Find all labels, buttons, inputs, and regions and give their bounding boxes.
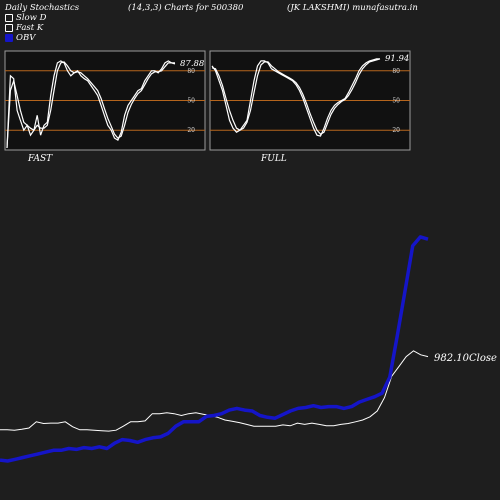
legend-item-obv: OBV bbox=[5, 33, 46, 43]
series-line-fast-fast-k bbox=[6, 60, 176, 149]
legend: Slow D Fast K OBV bbox=[5, 13, 46, 43]
series-line-obv bbox=[0, 235, 429, 463]
y-tick-fast-20: 20 bbox=[187, 127, 195, 134]
legend-swatch-obv bbox=[5, 34, 13, 42]
last-value-full: 91.94 bbox=[385, 54, 409, 64]
legend-item-slow-d: Slow D bbox=[5, 13, 46, 23]
series-line-close bbox=[0, 350, 429, 432]
chart-symbol: (JK LAKSHMI) munafasutra.in bbox=[287, 3, 418, 13]
panel-label-full: FULL bbox=[260, 154, 287, 164]
legend-swatch-fast-k bbox=[5, 24, 13, 32]
series-line-fast-slow-d bbox=[6, 61, 175, 149]
series-line-full-fast-k bbox=[211, 58, 380, 137]
legend-label-slow-d: Slow D bbox=[16, 13, 47, 23]
y-tick-full-80: 80 bbox=[392, 68, 400, 75]
legend-item-fast-k: Fast K bbox=[5, 23, 46, 33]
last-value-fast: 87.88 bbox=[180, 59, 205, 69]
panel-label-fast: FAST bbox=[27, 154, 53, 164]
legend-label-fast-k: Fast K bbox=[16, 23, 44, 33]
y-tick-full-20: 20 bbox=[392, 127, 400, 134]
close-value-label: 982.10Close bbox=[434, 353, 497, 364]
y-tick-fast-80: 80 bbox=[187, 68, 195, 75]
chart-title: Daily Stochastics bbox=[5, 3, 80, 13]
legend-swatch-slow-d bbox=[5, 14, 13, 22]
y-tick-fast-50: 50 bbox=[187, 98, 195, 105]
chart-params: (14,3,3) Charts for 500380 bbox=[128, 3, 244, 13]
legend-label-obv: OBV bbox=[16, 33, 36, 43]
y-tick-full-50: 50 bbox=[392, 98, 400, 105]
